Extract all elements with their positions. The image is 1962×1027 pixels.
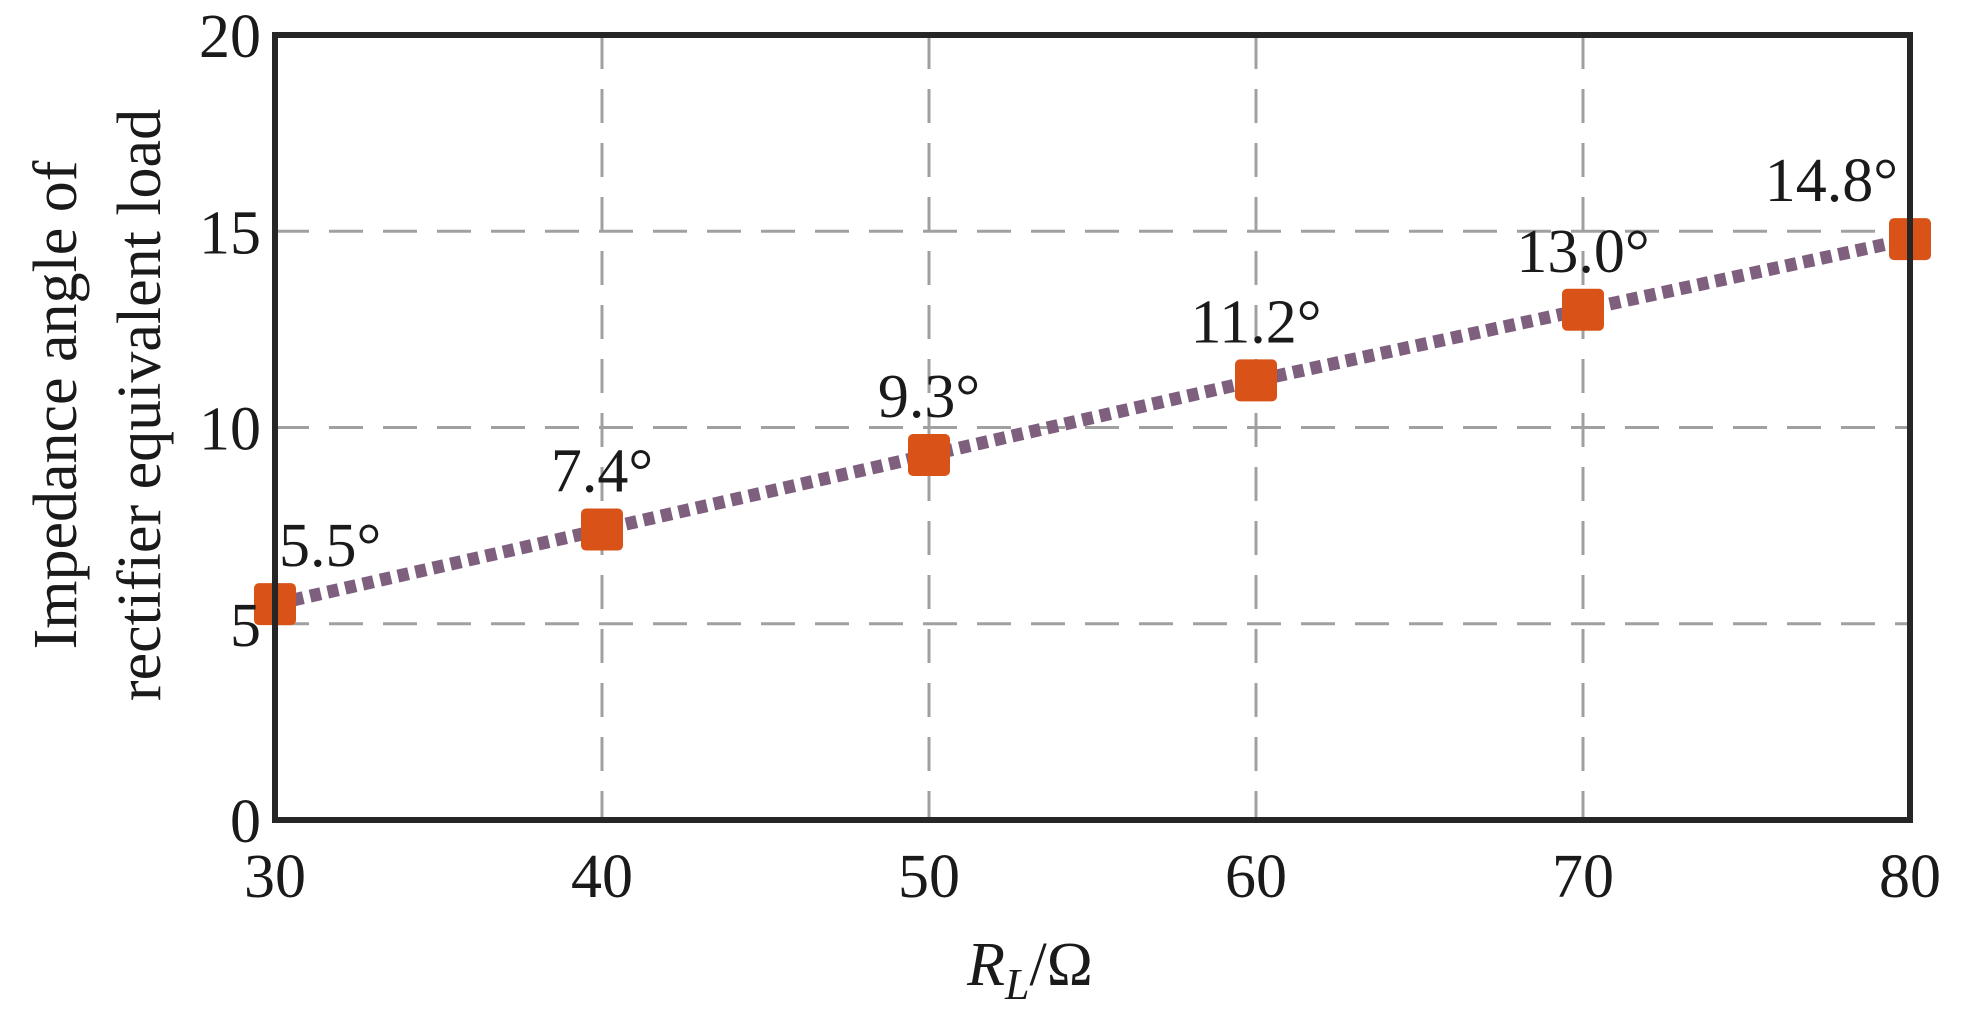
marker-group <box>254 218 1931 626</box>
tick-labels: 30 40 50 60 70 80 0 5 10 15 20 <box>199 3 1941 911</box>
axes <box>272 32 1913 823</box>
data-point-70 <box>1562 288 1604 331</box>
series-line-group <box>273 232 1912 611</box>
data-point-50 <box>908 433 950 476</box>
x-axis-title-main: R <box>966 931 1005 999</box>
data-point-40 <box>581 508 623 551</box>
series-line <box>273 232 1912 611</box>
y-axis-title: Impedance angle of rectifier equivalent … <box>22 109 174 701</box>
y-axis-title-line-1: Impedance angle of <box>22 160 90 649</box>
x-tick-label-50: 50 <box>898 843 960 911</box>
y-axis-title-line-2: rectifier equivalent load <box>106 109 174 701</box>
data-label-group: 5.5° 7.4° 9.3° 11.2° 13.0° 14.8° <box>279 147 1898 580</box>
x-tick-label-80: 80 <box>1879 843 1941 911</box>
data-label-30: 5.5° <box>279 512 381 580</box>
y-tick-label-15: 15 <box>199 199 261 267</box>
x-axis-title-unit: /Ω <box>1030 931 1093 999</box>
x-tick-label-40: 40 <box>571 843 633 911</box>
x-tick-label-60: 60 <box>1225 843 1287 911</box>
y-tick-label-5: 5 <box>230 592 261 660</box>
plot-frame <box>272 32 1913 823</box>
data-label-80: 14.8° <box>1765 147 1898 215</box>
x-axis-title: RL/Ω <box>966 931 1093 1009</box>
x-tick-label-70: 70 <box>1552 843 1614 911</box>
y-tick-label-20: 20 <box>199 3 261 71</box>
x-tick-label-30: 30 <box>244 843 306 911</box>
y-tick-label-0: 0 <box>230 788 261 856</box>
grid <box>275 35 1910 820</box>
data-label-50: 9.3° <box>878 363 980 431</box>
x-axis-title-subscript: L <box>1004 960 1029 1009</box>
data-label-70: 13.0° <box>1516 218 1649 286</box>
data-label-60: 11.2° <box>1191 288 1322 356</box>
y-tick-label-10: 10 <box>199 396 261 464</box>
data-point-60 <box>1235 359 1277 402</box>
data-label-40: 7.4° <box>551 438 653 506</box>
